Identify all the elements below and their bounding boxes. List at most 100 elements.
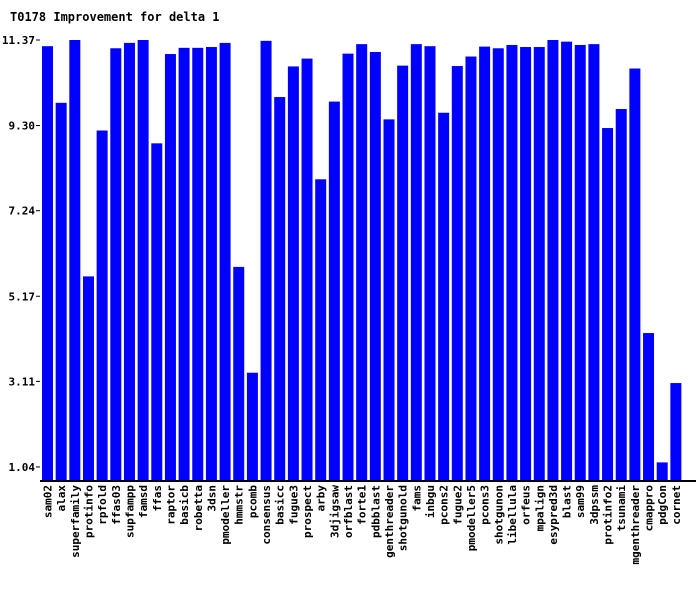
x-tick-label: sam02 xyxy=(42,485,55,518)
x-tick-label: fams xyxy=(410,485,423,512)
x-tick-label: robetta xyxy=(192,485,205,531)
x-tick-label: cmappro xyxy=(643,485,656,532)
bar xyxy=(615,109,627,482)
x-tick-label: basicc xyxy=(274,485,287,525)
bar xyxy=(479,46,491,482)
x-tick-label: pcons3 xyxy=(479,485,492,525)
x-tick-label: blast xyxy=(561,485,574,518)
x-tick-label: sam99 xyxy=(574,485,587,518)
bar xyxy=(588,44,600,481)
x-tick-label: pcomb xyxy=(246,485,259,518)
x-tick-label: fugue3 xyxy=(287,485,300,525)
x-tick-label: superfamily xyxy=(69,485,82,558)
bar xyxy=(451,66,463,481)
bar xyxy=(110,48,122,482)
x-tick-label: fugue2 xyxy=(451,485,464,525)
bar xyxy=(397,65,409,481)
bar xyxy=(629,68,641,482)
bar xyxy=(287,66,299,481)
x-tick-label: 3dsn xyxy=(205,485,218,512)
x-tick-label: forte1 xyxy=(356,485,369,525)
bar xyxy=(260,40,272,481)
bar xyxy=(123,42,135,481)
bar xyxy=(315,179,327,481)
x-tick-label: pmodeller5 xyxy=(465,485,478,551)
y-tick-label: 11.37 xyxy=(2,34,35,47)
bar xyxy=(533,47,545,481)
bar xyxy=(233,266,245,481)
bar xyxy=(383,119,395,482)
x-tick-label: shotgunon xyxy=(492,485,505,545)
bar xyxy=(561,41,573,482)
bar xyxy=(274,97,286,481)
bar xyxy=(246,372,258,481)
bar xyxy=(164,54,176,482)
bar xyxy=(42,46,53,481)
x-tick-label: supfampp xyxy=(123,485,136,538)
bar xyxy=(55,102,67,481)
bar xyxy=(192,47,204,481)
bar xyxy=(547,40,559,481)
x-tick-label: arby xyxy=(315,485,328,512)
x-tick-label: alax xyxy=(55,485,68,512)
x-tick-label: rpfold xyxy=(96,485,109,525)
bar xyxy=(520,47,532,481)
x-tick-label: tsunami xyxy=(615,485,628,532)
x-tick-label: hmmstr xyxy=(233,485,246,525)
bar xyxy=(670,383,682,481)
x-tick-label: orfblast xyxy=(342,485,355,538)
bar xyxy=(96,130,108,481)
bar xyxy=(465,56,477,481)
y-tick-label: 9.30 xyxy=(9,120,36,133)
x-tick-label: esypred3d xyxy=(547,485,560,545)
x-tick-label: genthreader xyxy=(383,485,396,558)
x-tick-label: prospect xyxy=(301,485,314,538)
bar xyxy=(205,47,217,481)
y-tick-label: 5.17 xyxy=(9,290,36,303)
x-tick-label: 3djigsaw xyxy=(328,485,341,538)
y-axis-ticks: 1.04 3.11 5.17 7.24 9.30 11.37 xyxy=(2,34,40,474)
bar xyxy=(69,40,81,481)
x-tick-label: basicb xyxy=(178,485,191,525)
bar xyxy=(643,333,655,481)
bar xyxy=(438,112,450,482)
bar xyxy=(369,51,381,482)
y-tick-label: 1.04 xyxy=(9,461,36,474)
x-tick-label: orfeus xyxy=(520,485,533,525)
bar xyxy=(602,128,614,481)
y-tick-label: 7.24 xyxy=(9,205,36,218)
x-tick-label: cornet xyxy=(670,485,683,525)
x-tick-label: protinfo xyxy=(82,485,95,538)
x-tick-label: libellula xyxy=(506,485,519,545)
bar xyxy=(151,143,163,481)
x-tick-label: mgenthreader xyxy=(629,485,642,565)
x-tick-label: ffas xyxy=(151,485,164,512)
x-tick-label: famsd xyxy=(137,485,150,518)
x-tick-label: raptor xyxy=(164,485,177,525)
bar xyxy=(424,46,436,481)
x-tick-label: mpalign xyxy=(533,485,546,531)
bar xyxy=(219,42,231,481)
bar xyxy=(506,44,518,482)
bars xyxy=(42,40,682,482)
bar xyxy=(492,48,504,482)
bar xyxy=(137,40,149,481)
x-tick-label: protinfo2 xyxy=(602,485,615,545)
bar xyxy=(356,44,368,481)
bar xyxy=(82,276,94,481)
x-tick-label: pmodeller xyxy=(219,485,232,545)
bar xyxy=(656,462,668,481)
x-tick-label: pcons2 xyxy=(438,485,451,525)
bar xyxy=(342,53,354,481)
x-axis-labels: sam02 alax superfamily protinfo rpfold ffas03… xyxy=(42,485,683,565)
x-tick-label: shotgunold xyxy=(397,485,410,551)
x-tick-label: 3dpssm xyxy=(588,485,601,525)
x-tick-label: pdbblast xyxy=(369,485,382,538)
bar xyxy=(574,44,586,482)
x-tick-label: consensus xyxy=(260,485,273,545)
bar xyxy=(410,44,422,481)
chart-title: T0178 Improvement for delta 1 xyxy=(10,10,220,24)
bar xyxy=(301,58,313,481)
y-tick-label: 3.11 xyxy=(9,375,36,388)
